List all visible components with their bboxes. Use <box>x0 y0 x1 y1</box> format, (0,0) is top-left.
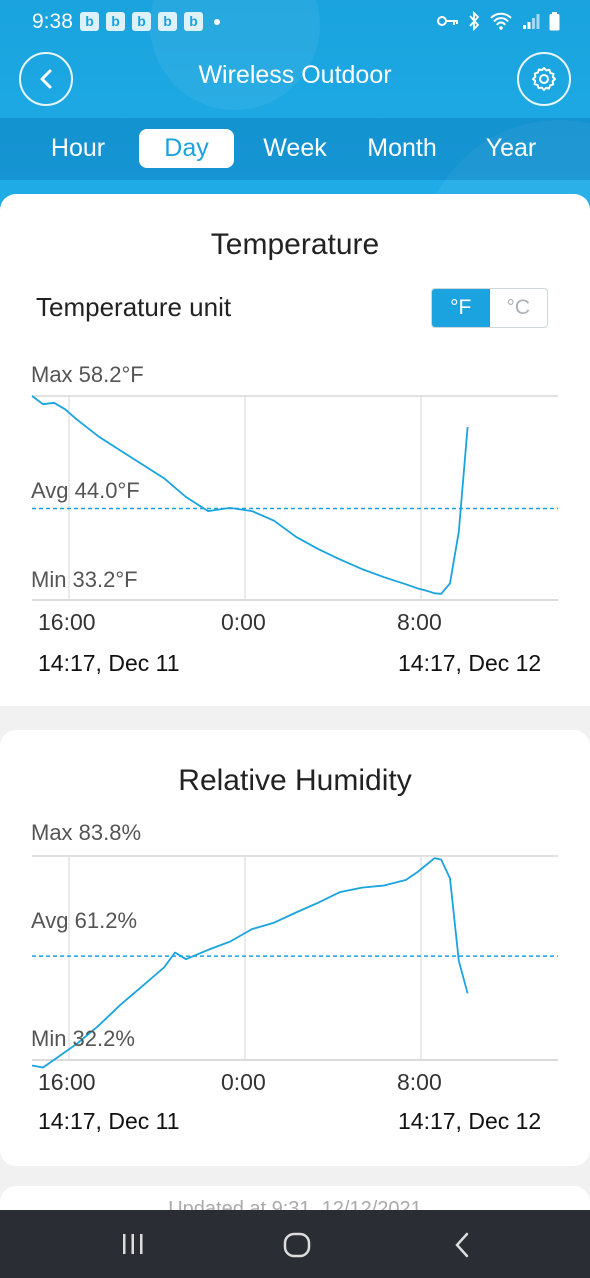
back-button[interactable] <box>19 52 73 106</box>
temperature-card: Temperature Temperature unit °F °C Max 5… <box>0 194 590 706</box>
notification-b-icon: b <box>184 12 203 31</box>
temperature-avg-label: Avg 44.0°F <box>31 478 140 503</box>
tab-hour[interactable]: Hour <box>50 134 106 162</box>
status-bar: 9:38 b b b b b <box>0 0 590 44</box>
key-icon <box>437 16 458 26</box>
status-time: 9:38 <box>32 10 73 33</box>
bluetooth-icon <box>469 11 480 31</box>
notification-b-icon: b <box>80 12 99 31</box>
notification-icons: b b b b b <box>80 12 220 31</box>
temperature-chart[interactable] <box>0 194 590 706</box>
temperature-series-line <box>31 395 469 595</box>
tab-year[interactable]: Year <box>485 134 537 162</box>
notification-b-icon: b <box>158 12 177 31</box>
temperature-range-start: 14:17, Dec 11 <box>38 650 180 676</box>
temperature-unit-toggle: °F °C <box>431 288 548 328</box>
system-back-button[interactable] <box>452 1232 472 1258</box>
signal-icon <box>523 14 540 29</box>
tab-month[interactable]: Month <box>367 134 437 162</box>
temperature-title: Temperature <box>210 228 380 261</box>
temperature-range-end: 14:17, Dec 12 <box>398 650 542 676</box>
temperature-max-label: Max 58.2°F <box>31 362 144 387</box>
temperature-unit-label: Temperature unit <box>36 292 232 322</box>
humidity-series-line <box>31 857 469 1069</box>
wifi-icon <box>490 12 512 30</box>
humidity-min-label: Min 32.2% <box>31 1026 135 1051</box>
notification-b-icon: b <box>106 12 125 31</box>
humidity-range-end: 14:17, Dec 12 <box>398 1108 542 1134</box>
period-tabs: Hour Day Week Month Year <box>0 118 590 180</box>
humidity-x-tick: 0:00 <box>221 1069 266 1095</box>
humidity-title: Relative Humidity <box>178 764 412 797</box>
home-button[interactable] <box>283 1232 311 1258</box>
gear-icon <box>532 67 556 91</box>
page-title: Wireless Outdoor <box>198 61 392 89</box>
temperature-min-label: Min 33.2°F <box>31 567 138 592</box>
settings-button[interactable] <box>517 52 571 106</box>
humidity-card: Relative Humidity Max 83.8% Avg 61.2% Mi… <box>0 730 590 1166</box>
nav-bar: Wireless Outdoor <box>0 44 590 110</box>
humidity-avg-label: Avg 61.2% <box>31 908 138 933</box>
tab-week[interactable]: Week <box>263 134 327 162</box>
more-notifications-dot <box>214 19 220 25</box>
chevron-left-icon <box>40 69 52 89</box>
recent-apps-button[interactable] <box>120 1232 146 1256</box>
humidity-x-tick: 8:00 <box>397 1069 442 1095</box>
system-nav-bar <box>0 1210 590 1278</box>
humidity-range-start: 14:17, Dec 11 <box>38 1108 180 1134</box>
temperature-x-tick: 0:00 <box>221 609 266 635</box>
notification-b-icon: b <box>132 12 151 31</box>
battery-icon <box>549 11 560 30</box>
temperature-x-tick: 8:00 <box>397 609 442 635</box>
unit-celsius-button[interactable]: °C <box>506 296 531 319</box>
unit-fahrenheit-button[interactable]: °F <box>432 289 490 327</box>
status-right-icons <box>437 11 560 31</box>
temperature-x-tick: 16:00 <box>38 609 96 635</box>
tab-day[interactable]: Day <box>139 129 234 168</box>
humidity-x-tick: 16:00 <box>38 1069 96 1095</box>
humidity-chart[interactable] <box>0 730 590 1166</box>
humidity-max-label: Max 83.8% <box>31 820 142 845</box>
